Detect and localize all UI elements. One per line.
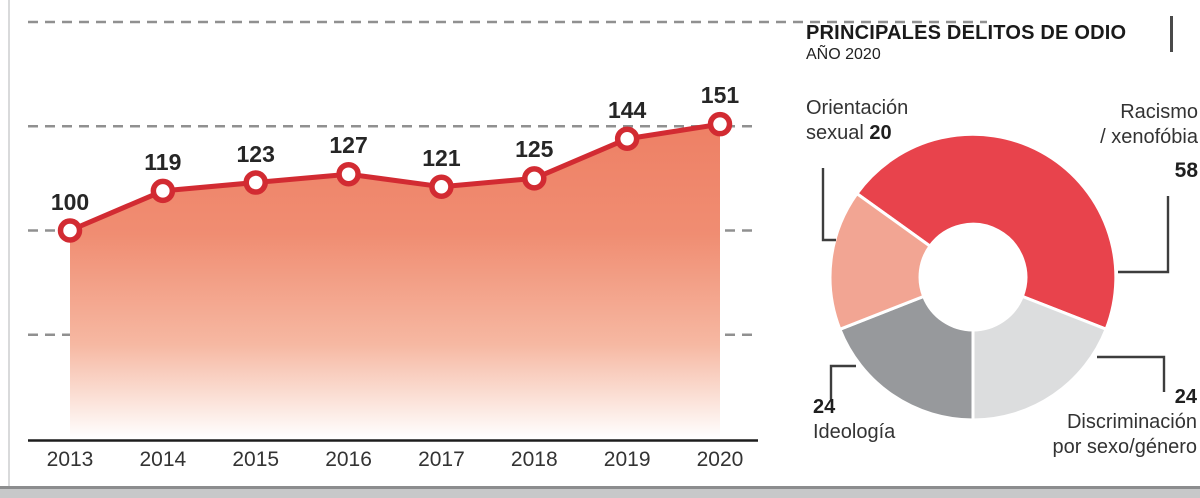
donut-chart-title: PRINCIPALES DELITOS DE ODIO xyxy=(806,22,1127,44)
label-line: por sexo/género xyxy=(1052,436,1197,458)
data-point-marker xyxy=(522,166,547,191)
label-value: 24 xyxy=(813,396,836,418)
callout-line xyxy=(821,168,836,242)
top-right-corner-rule xyxy=(1170,16,1173,52)
left-border-rule xyxy=(8,0,10,486)
data-point-marker xyxy=(707,111,733,137)
trend-line xyxy=(69,121,721,233)
label-text: sexual xyxy=(806,122,864,144)
donut-chart-subtitle: AÑO 2020 xyxy=(806,46,881,63)
donut-segment-orientaci-n-sexual xyxy=(828,191,933,332)
data-point-marker xyxy=(243,170,268,195)
label-value: 24 xyxy=(1174,386,1197,408)
label-racismo-value: 58 xyxy=(1174,159,1198,182)
label-ideologia: 24 Ideología xyxy=(813,395,895,445)
label-line: sexual 20 xyxy=(806,121,908,146)
label-line: Discriminación xyxy=(1066,411,1197,433)
label-line: Ideología xyxy=(813,421,896,443)
label-racismo-xenofobia: Racismo / xenofóbia xyxy=(1024,100,1198,150)
label-line: / xenofóbia xyxy=(1100,126,1198,148)
data-point-marker xyxy=(336,161,361,187)
callout-line xyxy=(1118,196,1170,274)
donut-segment-racismo-xenof-bia xyxy=(854,132,1118,332)
bottom-divider-bar xyxy=(0,486,1200,498)
label-value: 20 xyxy=(869,122,892,144)
donut-segment-discriminaci-n-por-sexo-g-nero xyxy=(971,294,1109,422)
callout-line xyxy=(829,364,856,399)
callout-line xyxy=(1097,355,1166,392)
label-discriminacion-sexo-genero: 24 Discriminación por sexo/género xyxy=(1000,385,1197,460)
label-line: Racismo xyxy=(1120,101,1198,123)
area-fill xyxy=(70,124,720,439)
data-point-marker xyxy=(614,126,640,152)
donut-segment-ideolog-a xyxy=(837,294,975,422)
label-line: Orientación xyxy=(806,97,909,119)
data-point-marker xyxy=(57,218,83,243)
label-orientacion-sexual: Orientación sexual 20 xyxy=(806,96,908,146)
data-point-marker xyxy=(150,178,176,204)
data-point-marker xyxy=(429,174,454,199)
